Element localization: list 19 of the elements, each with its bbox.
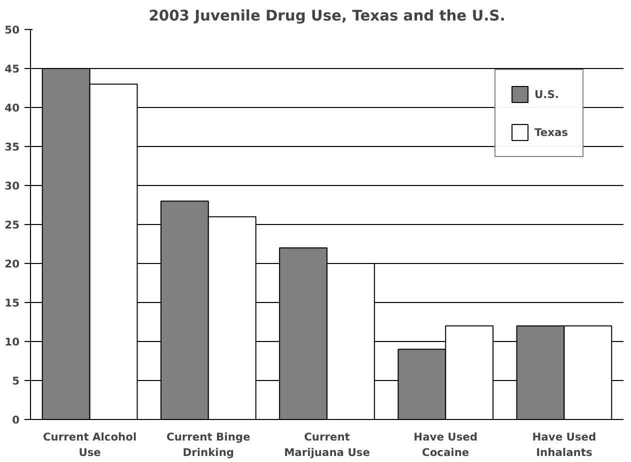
x-tick-label: Current Marijuana Use <box>284 430 370 460</box>
y-tick-label: 40 <box>4 102 20 114</box>
y-tick-label: 25 <box>4 218 20 232</box>
y-tick-label: 5 <box>12 374 20 388</box>
y-tick-label: 10 <box>4 336 20 348</box>
y-tick-label: 35 <box>4 140 20 154</box>
x-tick-label: Have Used Inhalants <box>532 430 596 460</box>
y-tick-label: 45 <box>4 62 20 76</box>
y-tick-label: 50 <box>4 24 20 36</box>
legend-label: Texas <box>534 126 568 138</box>
y-tick-label: 15 <box>4 296 20 310</box>
x-tick-label: Current Alcohol Use <box>42 430 137 460</box>
y-tick-label: 0 <box>12 414 20 426</box>
x-tick-label: Current Binge Drinking <box>166 430 250 460</box>
y-tick-label: 20 <box>4 258 20 270</box>
chart-title: 2003 Juvenile Drug Use, Texas and the U.S. <box>148 8 506 24</box>
y-tick-label: 30 <box>4 180 20 192</box>
x-tick-label: Have Used Cocaine <box>414 430 478 460</box>
legend-label: U.S. <box>534 88 559 100</box>
